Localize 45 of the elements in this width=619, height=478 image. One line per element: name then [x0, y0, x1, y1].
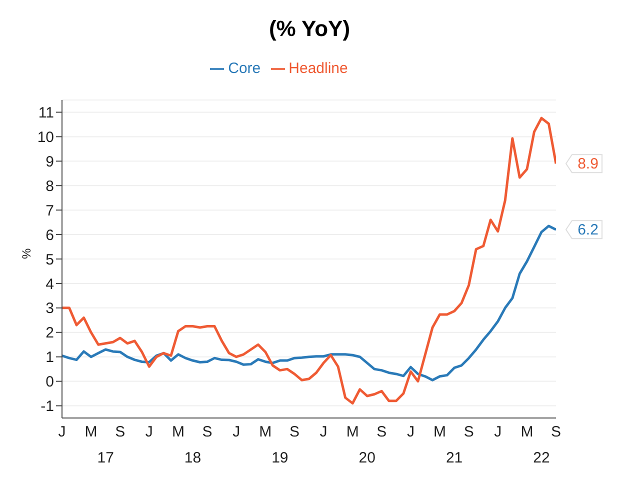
chart-title: (% YoY) — [268, 15, 352, 43]
text: 17 — [97, 450, 114, 467]
y-tick-label: 5 — [46, 251, 54, 268]
x-tick-label: J — [406, 424, 414, 441]
y-tick-label: 0 — [46, 374, 54, 391]
x-tick-label: J — [145, 424, 153, 441]
y-tick-label: 11 — [38, 104, 54, 122]
x-tick-label: M — [434, 424, 446, 441]
data-label: 6.2 — [578, 222, 598, 239]
y-axis-title: % — [19, 248, 34, 259]
x-tick-label: M — [520, 424, 534, 441]
y-tick-label: 9 — [46, 153, 54, 170]
y-tick-label: 7 — [46, 202, 54, 220]
x-tick-label: M — [172, 424, 184, 441]
x-tick-label: J — [58, 424, 66, 441]
x-tick-label: J — [232, 424, 240, 441]
text: 20 — [358, 450, 376, 467]
text: 18 — [184, 450, 202, 467]
text: 22 — [533, 450, 550, 467]
x-tick-label: J — [494, 424, 502, 441]
x-tick-label: S — [464, 424, 474, 441]
legend-label: Core — [228, 60, 261, 77]
x-tick-label: M — [259, 424, 272, 441]
y-tick-label: 6 — [46, 226, 54, 244]
x-tick-label: S — [376, 424, 387, 441]
y-tick-label: 10 — [37, 129, 54, 146]
line-series — [62, 224, 556, 382]
y-tick-label: 1 — [46, 349, 54, 366]
x-tick-label: S — [202, 424, 212, 441]
y-tick-label: 3 — [46, 300, 54, 318]
legend-label: Headline — [288, 60, 348, 77]
y-tick-label: 8 — [46, 178, 54, 195]
x-tick-label: M — [346, 424, 359, 441]
y-tick-label: -1 — [40, 398, 54, 416]
y-tick-label: 4 — [46, 276, 54, 293]
x-tick-label: S — [550, 424, 562, 441]
y-tick-label: 2 — [46, 324, 54, 342]
x-tick-label: J — [320, 424, 328, 441]
text: 19 — [272, 450, 288, 467]
data-label: 8.9 — [578, 156, 598, 173]
line-series — [62, 116, 556, 405]
text: 21 — [446, 450, 463, 467]
x-tick-label: M — [84, 424, 98, 441]
x-tick-label: S — [115, 424, 126, 441]
x-tick-label: S — [289, 424, 300, 441]
